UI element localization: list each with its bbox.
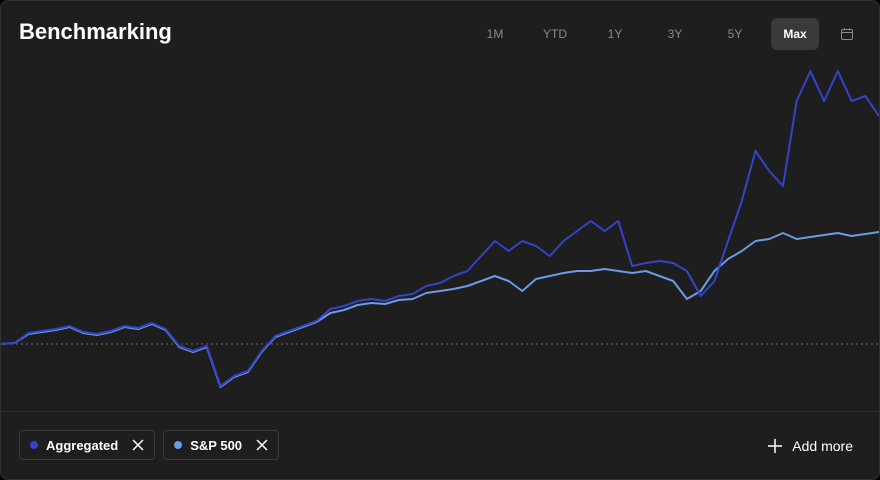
legend-bar: Add more Aggregated S&P 500 — [1, 411, 879, 479]
remove-icon — [132, 439, 144, 451]
calendar-icon — [841, 28, 853, 40]
range-button[interactable]: 1M — [486, 27, 504, 41]
legend-chip: Aggregated — [19, 430, 156, 460]
remove-button[interactable] — [256, 439, 268, 451]
title: Benchmarking — [19, 19, 172, 44]
legend-dot — [30, 441, 38, 449]
legend-label: Aggregated — [46, 437, 119, 453]
range-button[interactable]: 3Y — [667, 27, 683, 41]
series-line — [1, 231, 879, 388]
plus-icon — [768, 439, 783, 453]
range-button[interactable]: YTD — [543, 27, 567, 41]
add-more-button[interactable]: Add more — [768, 438, 853, 454]
add-more-label: Add more — [792, 438, 853, 454]
range-button[interactable]: 1Y — [607, 27, 623, 41]
remove-button[interactable] — [132, 439, 144, 451]
range-button[interactable]: Max — [771, 18, 819, 50]
remove-icon — [256, 439, 268, 451]
range-button[interactable]: 5Y — [727, 27, 743, 41]
series-line — [1, 70, 879, 387]
legend-chip: S&P 500 — [163, 430, 280, 460]
chart — [1, 70, 879, 388]
calendar-button[interactable] — [831, 18, 863, 50]
range-selector: 1M YTD 1Y 3Y 5Y Max — [471, 18, 863, 50]
legend-dot — [174, 441, 183, 449]
legend-label: S&P 500 — [190, 437, 243, 453]
